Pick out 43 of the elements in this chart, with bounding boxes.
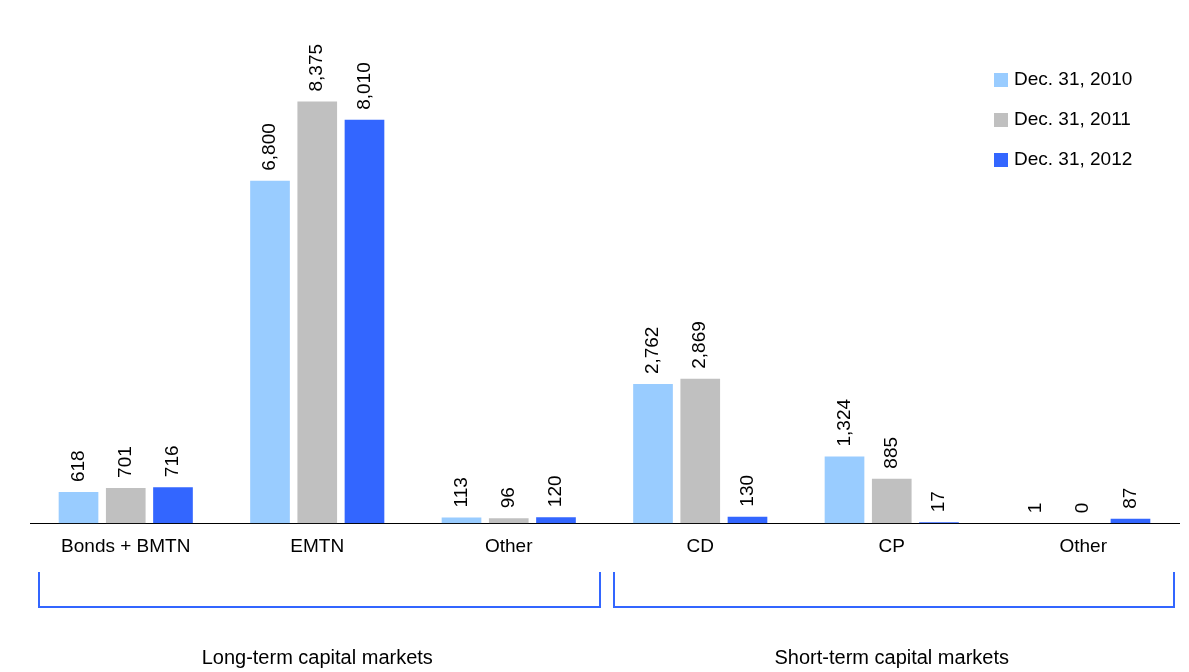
text: Short-term capital markets — [773, 646, 1010, 669]
data-label: 716 — [161, 445, 183, 478]
x-tick-label: EMTN — [290, 534, 345, 556]
bar — [633, 384, 673, 524]
data-label: 701 — [113, 446, 135, 478]
data-label: 8,010 — [352, 62, 374, 110]
x-tick-label: Other — [484, 534, 534, 556]
legend-label: Dec. 31, 2011 — [1014, 108, 1131, 130]
data-label: 120 — [544, 475, 566, 508]
legend-label: Dec. 31, 2010 — [1014, 68, 1133, 90]
data-label: 2,762 — [641, 326, 663, 375]
bar — [871, 478, 912, 524]
bar — [1110, 518, 1151, 524]
bar — [153, 487, 193, 524]
bar — [536, 517, 576, 524]
text: Long-term capital markets — [200, 646, 434, 669]
bar — [824, 456, 865, 524]
bar — [297, 101, 338, 524]
bar — [105, 487, 146, 524]
bar — [488, 518, 529, 524]
x-tick-label: CP — [878, 534, 905, 556]
data-label: 130 — [735, 474, 757, 507]
legend-label: Dec. 31, 2012 — [1014, 148, 1133, 170]
bar — [58, 492, 99, 524]
data-label: 113 — [449, 477, 471, 508]
x-tick-label: Bonds + BMTN — [61, 534, 191, 556]
data-label: 0 — [1071, 502, 1093, 514]
x-tick-label: Other — [1059, 534, 1108, 556]
data-label: 1 — [1024, 502, 1046, 514]
data-label: 8,375 — [305, 43, 327, 92]
bar — [727, 516, 768, 524]
data-label: 17 — [927, 491, 949, 513]
data-label: 6,800 — [258, 123, 280, 171]
data-label: 885 — [879, 436, 901, 469]
data-label: 87 — [1118, 487, 1140, 509]
data-label: 1,324 — [832, 398, 854, 447]
data-label: 2,869 — [688, 321, 710, 369]
x-tick-label: CD — [686, 534, 714, 556]
data-label: 96 — [496, 487, 518, 509]
bar — [680, 378, 721, 524]
bar — [250, 180, 290, 524]
bar — [344, 119, 385, 524]
data-label: 618 — [66, 450, 88, 483]
